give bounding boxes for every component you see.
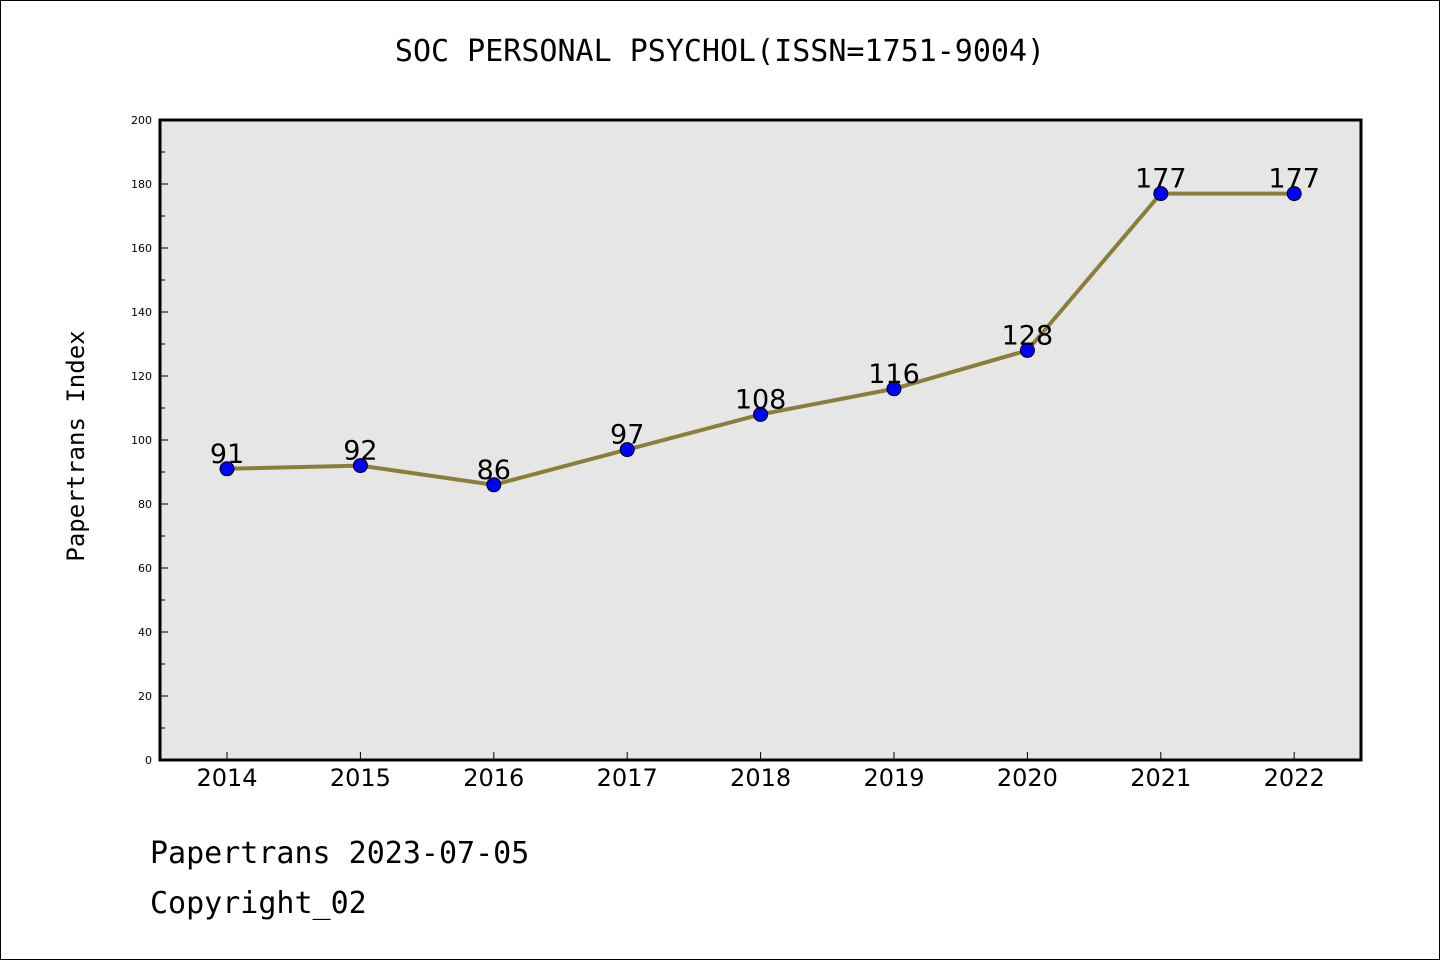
y-tick-label: 100 [131,434,152,447]
data-point [1019,342,1035,358]
y-axis-label: Papertrans Index [62,330,90,561]
data-point [219,461,235,477]
x-tick-label: 2015 [330,764,391,792]
data-label: 177 [1268,164,1320,195]
footer-date-text: Papertrans 2023-07-05 [150,836,530,871]
y-tick-label: 200 [131,114,152,127]
data-point [753,406,769,422]
data-label: 108 [735,384,787,415]
x-tick-label: 2017 [597,764,658,792]
data-points [219,186,1302,493]
x-tick-label: 2014 [196,764,257,792]
x-tick-label: 2019 [863,764,924,792]
x-tick-label: 2018 [730,764,791,792]
data-point [1153,186,1169,202]
y-tick-label: 80 [138,498,152,511]
data-label: 97 [610,420,644,451]
x-tick-label: 2021 [1130,764,1191,792]
data-label: 92 [343,436,377,467]
plot-area [158,118,1363,762]
y-tick-label: 180 [131,178,152,191]
y-axis: 0 20 40 60 80 100 120 140 160 180 200 [131,114,168,767]
x-tick-label: 2016 [463,764,524,792]
x-tick-label: 2020 [997,764,1058,792]
y-tick-label: 20 [138,690,152,703]
y-tick-label: 0 [145,754,152,767]
y-tick-label: 60 [138,562,152,575]
data-point [619,442,635,458]
y-tick-label: 140 [131,306,152,319]
data-point [486,477,502,493]
chart-title: SOC PERSONAL PSYCHOL(ISSN=1751-9004) [394,34,1046,69]
x-tick-label: 2022 [1264,764,1325,792]
data-labels: 91 92 86 97 108 116 128 177 177 [210,164,1320,486]
data-point [886,381,902,397]
y-tick-label: 160 [131,242,152,255]
data-point [1286,186,1302,202]
data-label: 177 [1135,164,1187,195]
data-label: 128 [1002,320,1054,351]
data-label: 116 [868,359,920,390]
data-label: 91 [210,439,244,470]
y-tick-label: 120 [131,370,152,383]
footer-copyright-text: Copyright_02 [150,886,367,921]
data-label: 86 [477,455,511,486]
x-axis: 2014 2015 2016 2017 2018 2019 2020 2021 2022 [196,752,1325,792]
y-tick-label: 40 [138,626,152,639]
data-point [352,458,368,474]
